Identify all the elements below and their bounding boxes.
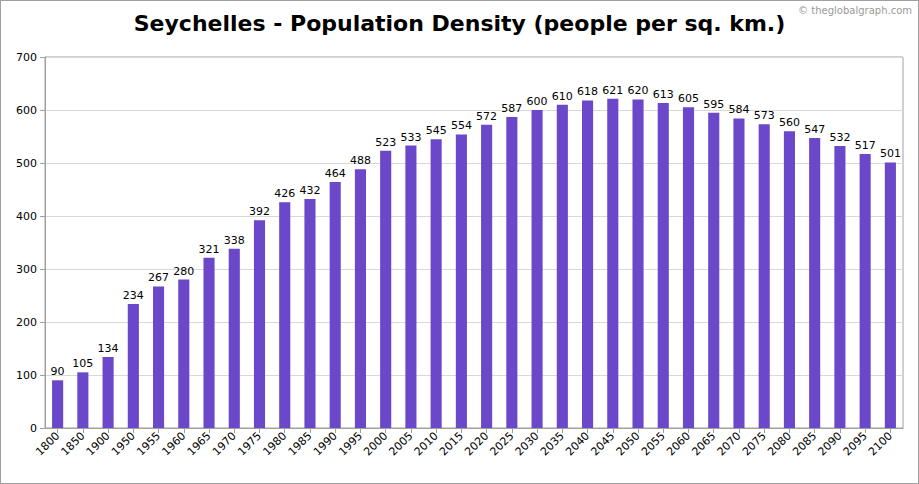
svg-text:2030: 2030 — [513, 429, 542, 458]
svg-text:488: 488 — [350, 154, 371, 167]
svg-text:587: 587 — [501, 102, 522, 115]
svg-text:1850: 1850 — [58, 429, 87, 458]
svg-text:613: 613 — [653, 88, 674, 101]
svg-text:2095: 2095 — [841, 429, 870, 458]
svg-text:1985: 1985 — [286, 429, 315, 458]
svg-text:234: 234 — [123, 289, 144, 302]
svg-text:532: 532 — [829, 131, 850, 144]
svg-text:1980: 1980 — [260, 429, 289, 458]
svg-text:501: 501 — [880, 147, 901, 160]
svg-text:Seychelles - Population Densit: Seychelles - Population Density (people … — [134, 11, 786, 36]
svg-text:572: 572 — [476, 110, 497, 123]
svg-text:300: 300 — [16, 263, 37, 276]
svg-text:267: 267 — [148, 271, 169, 284]
svg-text:620: 620 — [628, 84, 649, 97]
svg-text:2000: 2000 — [361, 429, 390, 458]
svg-text:200: 200 — [16, 316, 37, 329]
svg-text:600: 600 — [527, 95, 548, 108]
svg-text:700: 700 — [16, 51, 37, 64]
svg-text:2100: 2100 — [866, 429, 895, 458]
svg-text:2040: 2040 — [563, 429, 592, 458]
svg-text:0: 0 — [30, 422, 37, 435]
svg-text:517: 517 — [855, 139, 876, 152]
svg-text:618: 618 — [577, 85, 598, 98]
svg-text:321: 321 — [199, 243, 220, 256]
svg-text:500: 500 — [16, 157, 37, 170]
svg-text:600: 600 — [16, 104, 37, 117]
svg-text:1955: 1955 — [134, 429, 163, 458]
svg-text:2010: 2010 — [412, 429, 441, 458]
svg-text:560: 560 — [779, 116, 800, 129]
svg-text:533: 533 — [400, 131, 421, 144]
svg-text:464: 464 — [325, 167, 346, 180]
svg-text:2045: 2045 — [588, 429, 617, 458]
svg-text:1975: 1975 — [235, 429, 264, 458]
svg-text:2070: 2070 — [715, 429, 744, 458]
svg-text:1995: 1995 — [336, 429, 365, 458]
svg-text:426: 426 — [274, 187, 295, 200]
svg-text:100: 100 — [16, 369, 37, 382]
svg-text:554: 554 — [451, 119, 472, 132]
svg-text:584: 584 — [728, 103, 749, 116]
svg-text:2075: 2075 — [740, 429, 769, 458]
svg-text:2090: 2090 — [816, 429, 845, 458]
svg-text:© theglobalgraph.com: © theglobalgraph.com — [798, 5, 912, 16]
svg-text:90: 90 — [51, 365, 65, 378]
svg-text:545: 545 — [426, 124, 447, 137]
svg-text:1970: 1970 — [210, 429, 239, 458]
svg-text:2065: 2065 — [689, 429, 718, 458]
svg-text:2055: 2055 — [639, 429, 668, 458]
svg-text:432: 432 — [299, 184, 320, 197]
svg-text:1800: 1800 — [33, 429, 62, 458]
svg-text:338: 338 — [224, 234, 245, 247]
svg-text:1900: 1900 — [84, 429, 113, 458]
svg-text:547: 547 — [804, 123, 825, 136]
svg-text:621: 621 — [602, 84, 623, 97]
svg-text:134: 134 — [98, 342, 119, 355]
svg-text:2085: 2085 — [790, 429, 819, 458]
svg-text:605: 605 — [678, 92, 699, 105]
svg-text:1960: 1960 — [159, 429, 188, 458]
svg-text:105: 105 — [72, 357, 93, 370]
svg-text:523: 523 — [375, 136, 396, 149]
svg-text:400: 400 — [16, 210, 37, 223]
svg-text:2080: 2080 — [765, 429, 794, 458]
svg-text:2050: 2050 — [614, 429, 643, 458]
svg-text:2035: 2035 — [538, 429, 567, 458]
svg-text:1950: 1950 — [109, 429, 138, 458]
svg-text:2015: 2015 — [437, 429, 466, 458]
svg-text:2020: 2020 — [462, 429, 491, 458]
svg-text:573: 573 — [754, 109, 775, 122]
svg-text:1965: 1965 — [185, 429, 214, 458]
svg-text:2005: 2005 — [387, 429, 416, 458]
svg-text:280: 280 — [173, 265, 194, 278]
svg-text:610: 610 — [552, 90, 573, 103]
svg-text:2025: 2025 — [487, 429, 516, 458]
svg-text:2060: 2060 — [664, 429, 693, 458]
svg-text:392: 392 — [249, 205, 270, 218]
svg-text:595: 595 — [703, 98, 724, 111]
svg-text:1990: 1990 — [311, 429, 340, 458]
